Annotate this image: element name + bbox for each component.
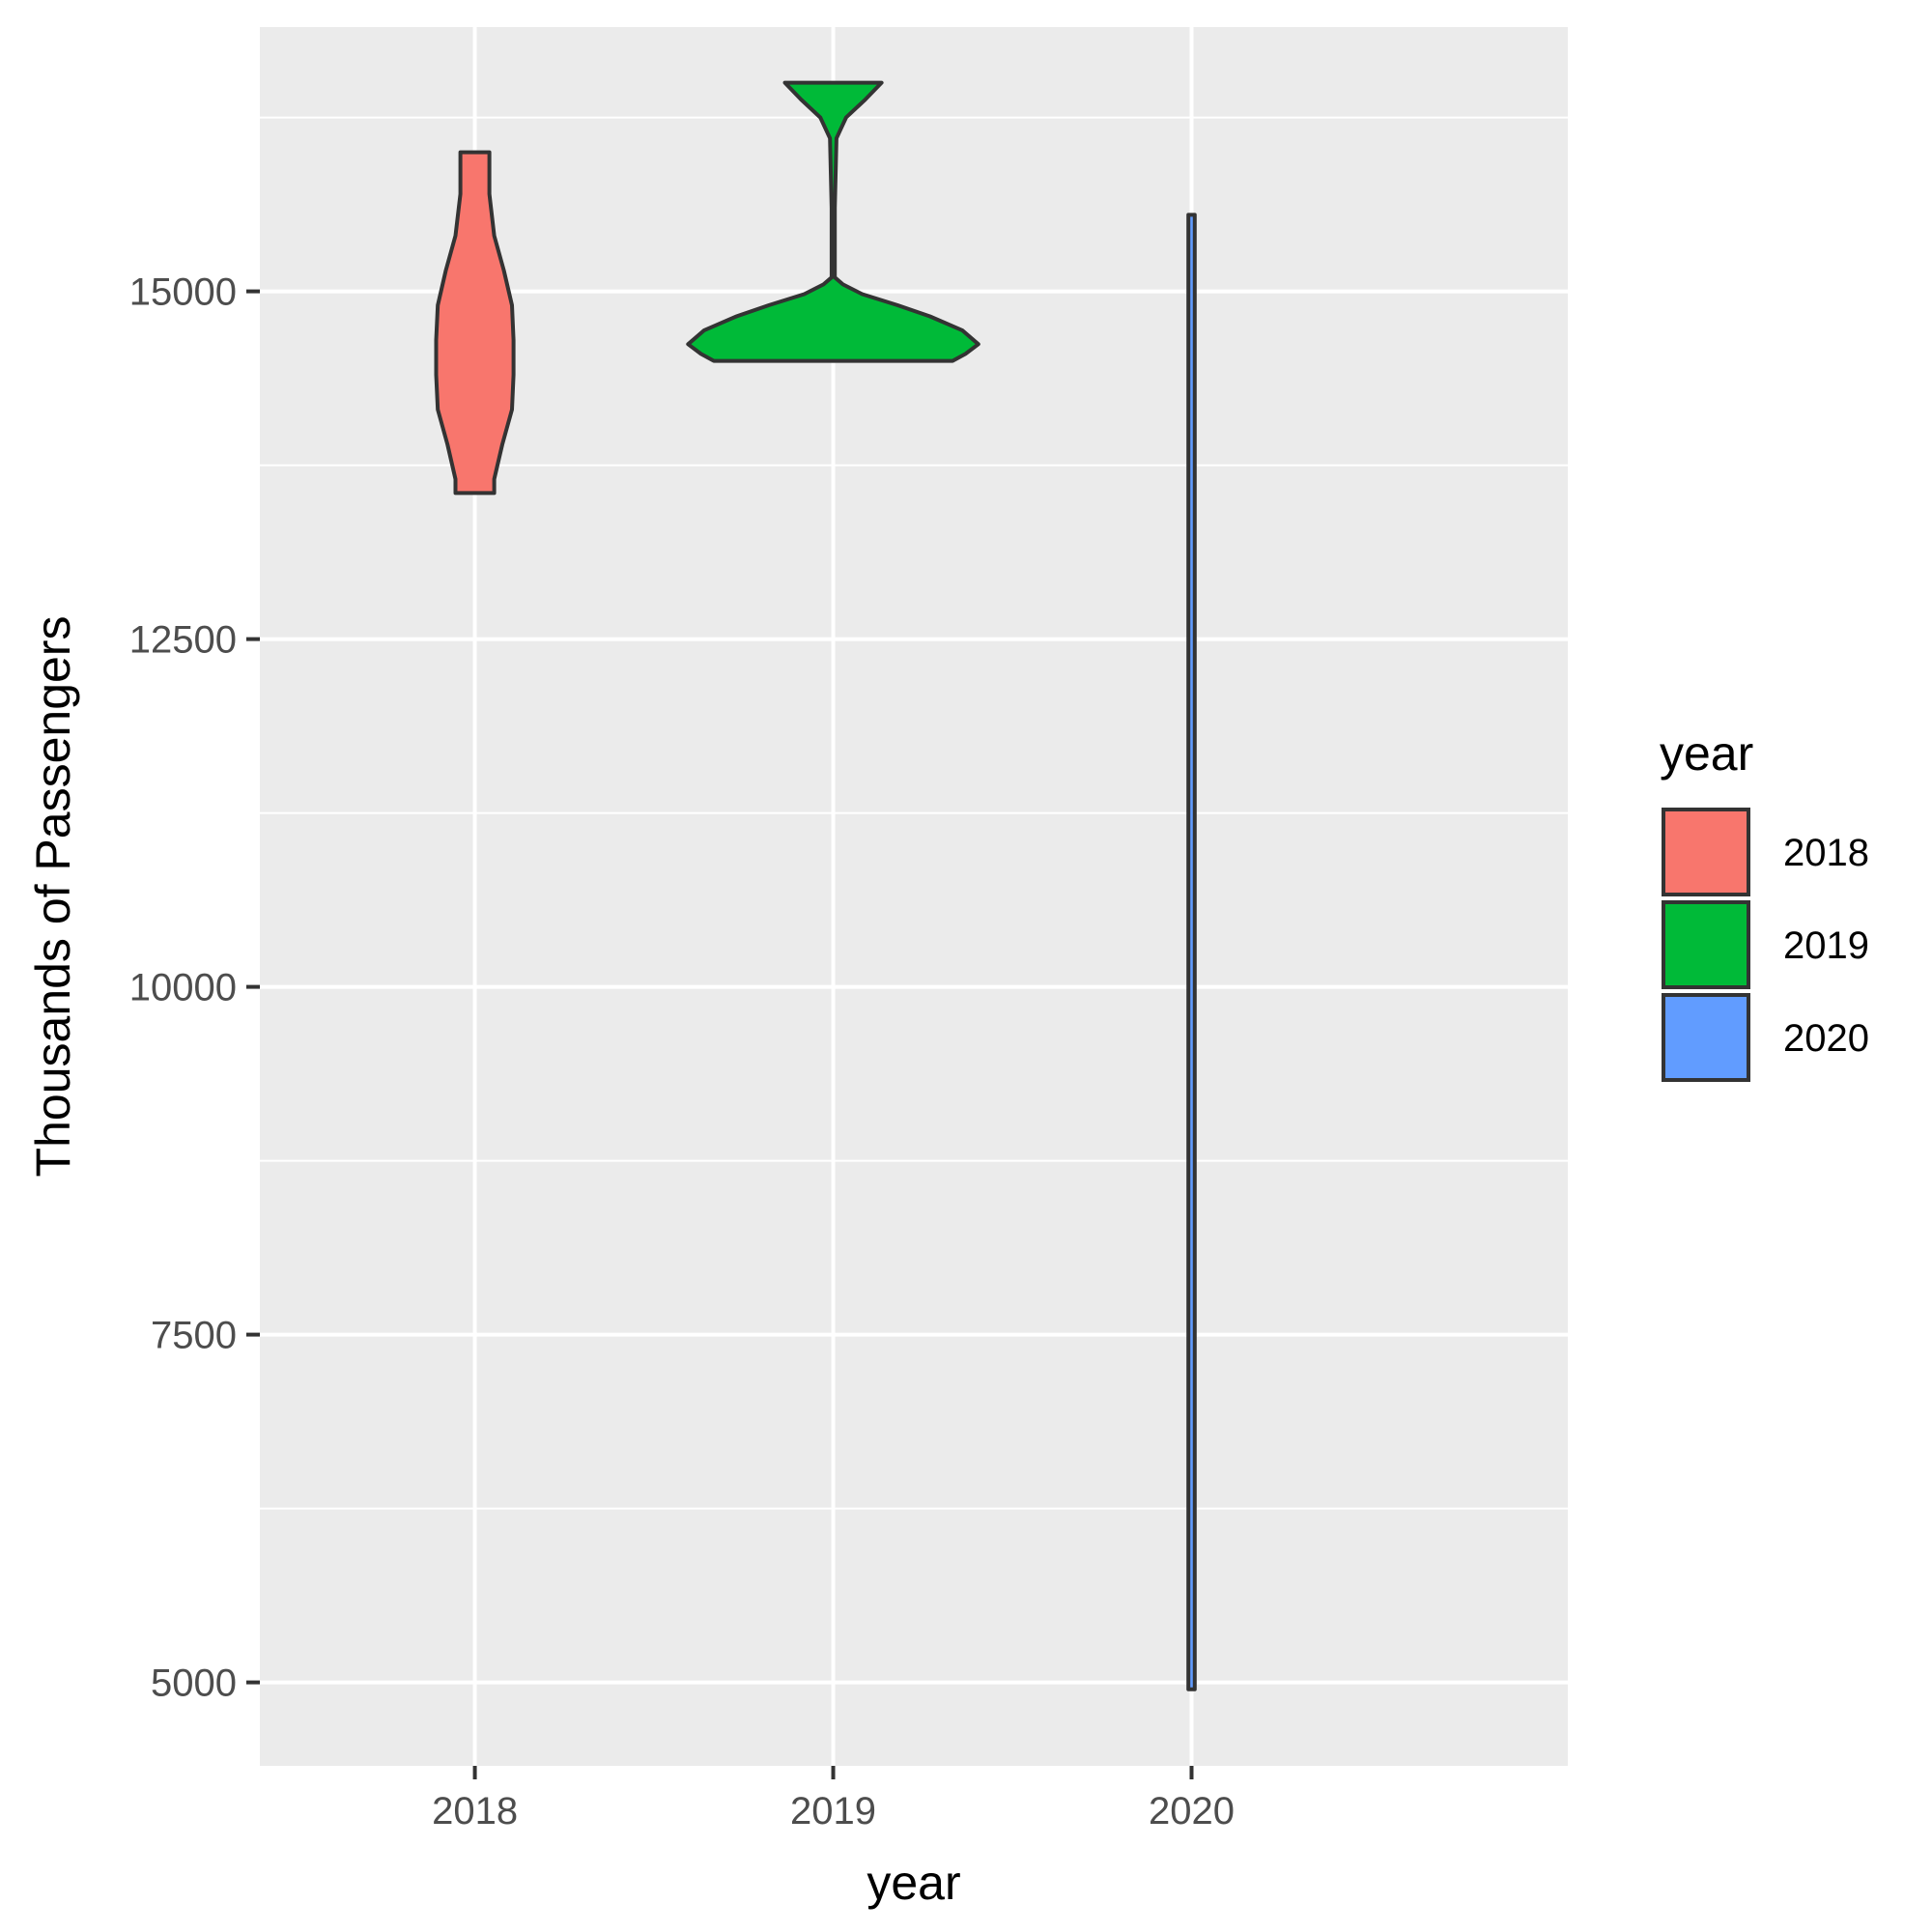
violin-2018: [434, 150, 516, 496]
legend-key-2018: [1662, 808, 1750, 896]
legend-key-2019: [1662, 900, 1750, 989]
legend-items: 2018 2019 2020: [1662, 808, 1869, 1082]
y-tick-label: 15000: [129, 271, 237, 314]
legend-label-2019: 2019: [1783, 924, 1869, 967]
x-axis: 2018 2019 2020: [432, 1766, 1235, 1833]
y-axis: 5000 7500 10000 12500 15000: [129, 271, 260, 1705]
legend-title: year: [1660, 726, 1753, 781]
x-tick-label: 2018: [432, 1790, 518, 1833]
violin-layer: [434, 80, 1197, 1691]
legend: year 2018 2019 2020: [1660, 726, 1869, 1082]
y-tick-label: 5000: [151, 1662, 237, 1705]
y-tick-label: 7500: [151, 1315, 237, 1357]
y-axis-title: Thousands of Passengers: [26, 616, 80, 1178]
violin-2020: [1186, 213, 1197, 1691]
legend-label-2020: 2020: [1783, 1017, 1869, 1060]
violin-2019: [686, 80, 980, 363]
x-tick-label: 2020: [1149, 1790, 1235, 1833]
y-tick-label: 12500: [129, 619, 237, 662]
legend-label-2018: 2018: [1783, 832, 1869, 874]
x-tick-label: 2019: [790, 1790, 876, 1833]
x-axis-title: year: [867, 1856, 960, 1910]
legend-key-2020: [1662, 993, 1750, 1082]
y-tick-label: 10000: [129, 967, 237, 1009]
